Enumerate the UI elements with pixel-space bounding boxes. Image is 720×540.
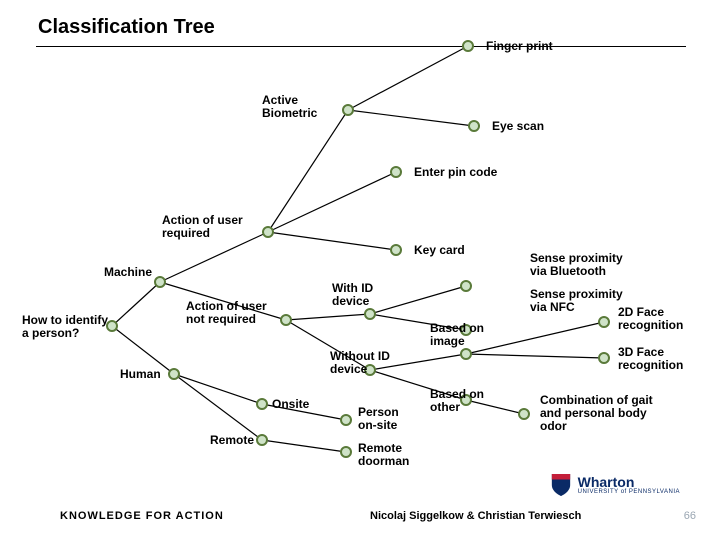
tree-node-f3d	[598, 352, 610, 364]
tree-label-abio: ActiveBiometric	[262, 94, 317, 120]
tree-node-onsite	[256, 398, 268, 410]
tree-label-pons: Personon-site	[358, 406, 399, 432]
tree-label-rdoor: Remotedoorman	[358, 442, 409, 468]
tree-node-aur	[262, 226, 274, 238]
tree-node-spb	[460, 280, 472, 292]
tree-label-both: Based onother	[430, 388, 484, 414]
tree-label-aunr: Action of usernot required	[186, 300, 267, 326]
footer-left: KNOWLEDGE FOR ACTION	[60, 510, 224, 522]
tree-edge	[268, 232, 396, 250]
tree-label-pin: Enter pin code	[414, 166, 497, 179]
tree-edge	[268, 110, 348, 232]
tree-label-aur: Action of userrequired	[162, 214, 243, 240]
tree-node-pin	[390, 166, 402, 178]
footer-center: Nicolaj Siggelkow & Christian Terwiesch	[370, 510, 581, 522]
slide-title: Classification Tree	[38, 16, 215, 39]
tree-label-spb: Sense proximityvia Bluetooth	[530, 252, 623, 278]
wharton-logo: Wharton UNIVERSITY of PENNSYLVANIA	[550, 472, 680, 498]
tree-edge	[348, 110, 474, 126]
tree-label-onsite: Onsite	[272, 398, 309, 411]
tree-node-eye	[468, 120, 480, 132]
tree-node-human	[168, 368, 180, 380]
tree-node-key	[390, 244, 402, 256]
tree-node-f2d	[598, 316, 610, 328]
tree-node-rdoor	[340, 446, 352, 458]
tree-node-remote	[256, 434, 268, 446]
tree-edge	[370, 286, 466, 314]
tree-edge	[174, 374, 262, 404]
tree-edge	[348, 46, 468, 110]
tree-label-finger: Finger print	[486, 40, 553, 53]
tree-label-f2d: 2D Facerecognition	[618, 306, 683, 332]
tree-edge	[268, 172, 396, 232]
tree-label-spn: Sense proximityvia NFC	[530, 288, 623, 314]
tree-edge	[262, 440, 346, 452]
title-rule	[36, 46, 686, 47]
tree-node-bimg	[460, 348, 472, 360]
tree-label-human: Human	[120, 368, 161, 381]
tree-label-remote: Remote	[210, 434, 254, 447]
tree-node-aunr	[280, 314, 292, 326]
tree-label-bimg: Based onimage	[430, 322, 484, 348]
tree-node-wid	[364, 308, 376, 320]
tree-node-gait	[518, 408, 530, 420]
tree-node-pons	[340, 414, 352, 426]
tree-label-mach: Machine	[104, 266, 152, 279]
tree-label-woid: Without IDdevice	[330, 350, 390, 376]
tree-node-finger	[462, 40, 474, 52]
tree-label-key: Key card	[414, 244, 465, 257]
tree-label-f3d: 3D Facerecognition	[618, 346, 683, 372]
footer-page-number: 66	[684, 510, 696, 522]
tree-node-mach	[154, 276, 166, 288]
tree-edge	[466, 354, 604, 358]
tree-label-eye: Eye scan	[492, 120, 544, 133]
tree-label-gait: Combination of gaitand personal bodyodor	[540, 394, 653, 434]
wharton-brand: Wharton	[578, 475, 680, 489]
tree-edge	[112, 282, 160, 326]
tree-edge	[174, 374, 262, 440]
tree-edge	[466, 322, 604, 354]
tree-node-abio	[342, 104, 354, 116]
wharton-sub: UNIVERSITY of PENNSYLVANIA	[578, 489, 680, 495]
tree-edge	[286, 314, 370, 320]
tree-label-root: How to identifya person?	[22, 314, 108, 340]
tree-label-wid: With IDdevice	[332, 282, 373, 308]
wharton-shield-icon	[550, 472, 572, 498]
